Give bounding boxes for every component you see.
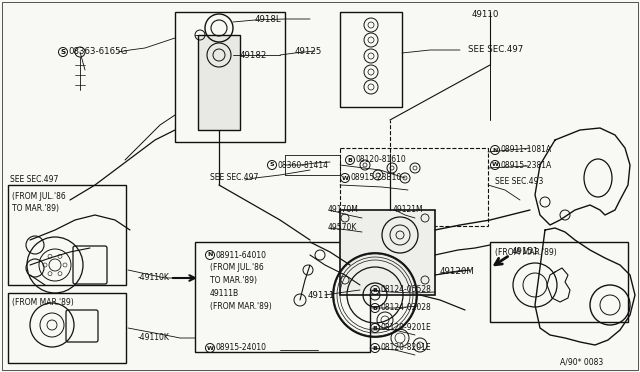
Bar — [340, 12, 402, 107]
Text: -49110K: -49110K — [138, 334, 170, 343]
Bar — [175, 12, 285, 142]
Text: B: B — [372, 346, 378, 350]
Text: 49111: 49111 — [308, 291, 335, 299]
Text: N: N — [492, 148, 498, 153]
Text: (FROM JUL.'86: (FROM JUL.'86 — [12, 192, 66, 201]
Text: SEE SEC.493: SEE SEC.493 — [495, 177, 543, 186]
Text: W: W — [207, 346, 213, 350]
Text: 49125: 49125 — [295, 48, 323, 57]
Text: 49111B: 49111B — [210, 289, 239, 298]
Text: -49110K: -49110K — [138, 273, 170, 282]
Text: 08911-64010: 08911-64010 — [216, 250, 266, 260]
Text: 08124-02028: 08124-02028 — [381, 304, 431, 312]
Text: B: B — [372, 288, 378, 292]
Text: 49110: 49110 — [472, 10, 499, 19]
Text: 08120-81610: 08120-81610 — [355, 155, 406, 164]
Text: A/90* 0083: A/90* 0083 — [560, 357, 604, 366]
Text: S: S — [269, 163, 275, 167]
Text: SEE SEC.497: SEE SEC.497 — [10, 176, 58, 185]
Text: N: N — [207, 253, 212, 257]
Text: TO MAR.'89): TO MAR.'89) — [12, 204, 59, 213]
Bar — [195, 242, 370, 352]
Text: B: B — [372, 326, 378, 330]
Bar — [198, 35, 240, 130]
Bar — [8, 293, 126, 363]
Text: 08360-81414: 08360-81414 — [278, 160, 328, 170]
Text: 4918L: 4918L — [255, 15, 282, 23]
Text: W: W — [492, 163, 499, 167]
Bar — [8, 185, 126, 285]
Text: 08911-1081A: 08911-1081A — [500, 145, 552, 154]
Text: 49170M: 49170M — [328, 205, 359, 215]
Text: S: S — [60, 49, 66, 55]
Text: 08915-2381A: 08915-2381A — [500, 160, 552, 170]
Bar — [340, 148, 488, 226]
Text: 49182: 49182 — [240, 51, 268, 60]
Text: (FROM MAR.'89): (FROM MAR.'89) — [12, 298, 74, 307]
Text: B: B — [372, 305, 378, 311]
Text: W: W — [342, 176, 348, 180]
Bar — [340, 210, 435, 295]
Text: 49120M: 49120M — [440, 267, 475, 276]
Text: 08915-24010: 08915-24010 — [216, 343, 266, 353]
Text: (FROM JUL.'86: (FROM JUL.'86 — [210, 263, 264, 273]
Text: SEE SEC.497: SEE SEC.497 — [468, 45, 524, 55]
Text: B: B — [348, 157, 353, 163]
Text: 08915-23B10: 08915-23B10 — [351, 173, 402, 183]
Text: TO MAR.'89): TO MAR.'89) — [210, 276, 257, 285]
Text: 08120-8201E: 08120-8201E — [381, 343, 431, 353]
Text: SEE SEC.497: SEE SEC.497 — [210, 173, 259, 183]
Text: 49570K: 49570K — [328, 224, 357, 232]
Bar — [490, 242, 628, 322]
Text: 49151: 49151 — [512, 247, 540, 257]
Text: (FROM MAR.'89): (FROM MAR.'89) — [210, 301, 272, 311]
Text: 08363-6165G: 08363-6165G — [68, 48, 128, 57]
Text: 49121M: 49121M — [393, 205, 424, 215]
Text: (FROM MAR.'89): (FROM MAR.'89) — [495, 248, 557, 257]
Text: 08120-9201E: 08120-9201E — [381, 324, 431, 333]
Text: 08124-05528: 08124-05528 — [381, 285, 431, 295]
